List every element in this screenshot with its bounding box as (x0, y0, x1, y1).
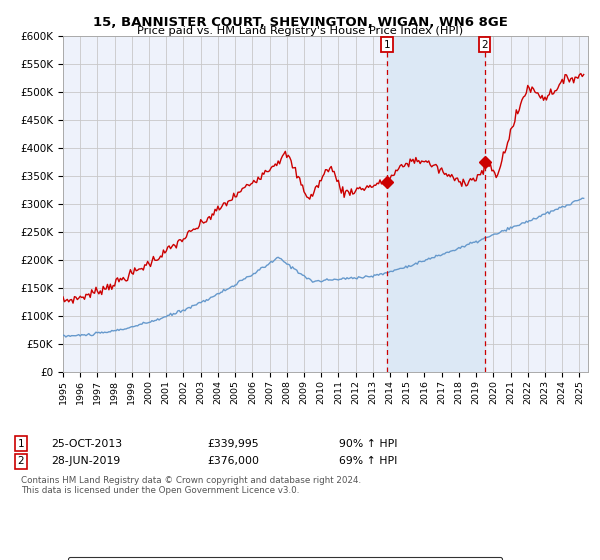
Text: 69% ↑ HPI: 69% ↑ HPI (339, 456, 397, 466)
Text: 2: 2 (481, 40, 488, 50)
Legend: 15, BANNISTER COURT, SHEVINGTON, WIGAN, WN6 8GE (detached house), HPI: Average p: 15, BANNISTER COURT, SHEVINGTON, WIGAN, … (68, 557, 502, 560)
Text: 1: 1 (17, 438, 25, 449)
Text: £376,000: £376,000 (207, 456, 259, 466)
Text: 28-JUN-2019: 28-JUN-2019 (51, 456, 120, 466)
Text: 2: 2 (17, 456, 25, 466)
Text: 15, BANNISTER COURT, SHEVINGTON, WIGAN, WN6 8GE: 15, BANNISTER COURT, SHEVINGTON, WIGAN, … (92, 16, 508, 29)
Text: 90% ↑ HPI: 90% ↑ HPI (339, 438, 397, 449)
Text: £339,995: £339,995 (207, 438, 259, 449)
Text: Contains HM Land Registry data © Crown copyright and database right 2024.
This d: Contains HM Land Registry data © Crown c… (21, 476, 361, 496)
Text: 1: 1 (383, 40, 390, 50)
Text: 25-OCT-2013: 25-OCT-2013 (51, 438, 122, 449)
Text: Price paid vs. HM Land Registry's House Price Index (HPI): Price paid vs. HM Land Registry's House … (137, 26, 463, 36)
Bar (387, 36, 485, 372)
